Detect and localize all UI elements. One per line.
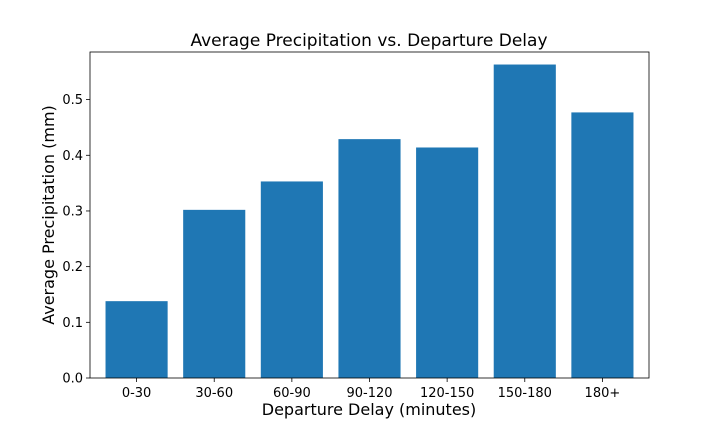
bar-150-180 [493,64,556,378]
y-tick-label: 0.2 [62,260,83,275]
y-tick-label: 0.5 [62,93,83,108]
plot-area: 0-30 30-60 60-90 90-120 120-150 150-180 180+ 0.… [62,51,650,401]
bar-90-120 [338,139,401,378]
bar-180+ [571,112,634,378]
x-tick-label: 0-30 [122,386,152,401]
x-tick-label: 30-60 [195,386,233,401]
y-tick-label: 0.4 [62,149,83,164]
y-tick-label: 0.0 [62,372,83,387]
chart-title: Average Precipitation vs. Departure Dela… [190,31,547,51]
y-tick-label: 0.3 [62,204,83,219]
x-axis-label: Departure Delay (minutes) [262,400,477,419]
x-tick-label: 180+ [585,386,621,401]
bar-30-60 [183,209,246,378]
bar-120-150 [416,147,479,378]
x-tick-label: 120-150 [420,386,474,401]
y-tick-label: 0.1 [62,316,83,331]
y-axis-label: Average Precipitation (mm) [39,105,58,325]
x-tick-label: 90-120 [346,386,392,401]
x-tick-label: 60-90 [273,386,311,401]
bar-60-90 [260,181,323,378]
x-tick-label: 150-180 [498,386,552,401]
bar-0-30 [105,301,168,378]
